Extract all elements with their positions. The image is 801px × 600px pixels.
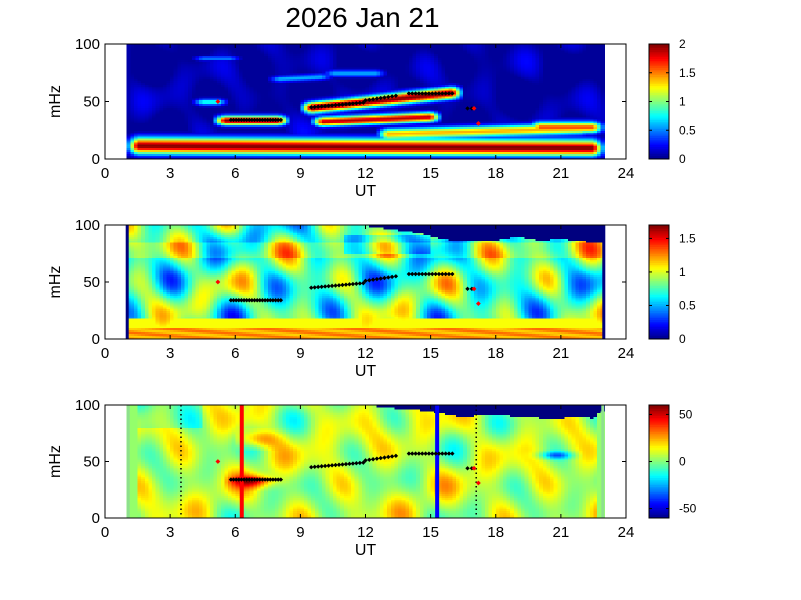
panel-1: 0 3 6 9 12 15 18 21 24050100UTmHz00.511.52 (47, 36, 696, 200)
